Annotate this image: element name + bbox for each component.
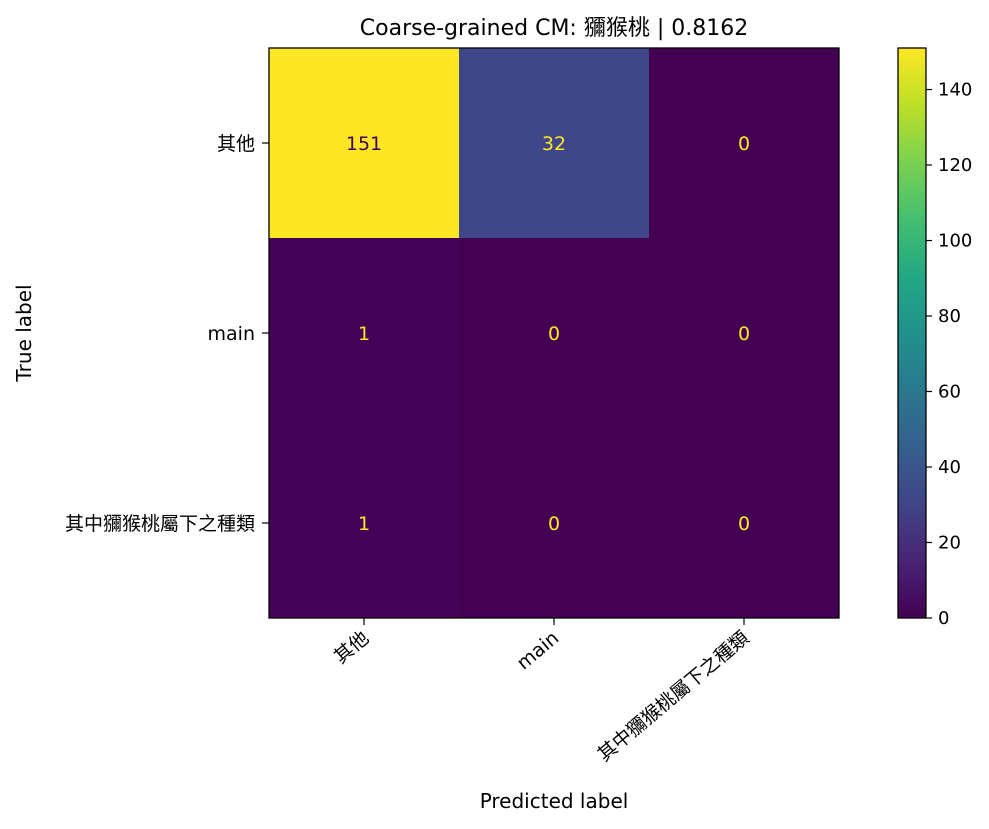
x-tick-label: main <box>513 627 564 674</box>
heatmap-cell <box>459 428 650 619</box>
cell-value-label: 1 <box>358 323 370 345</box>
colorbar-tick-label: 80 <box>938 306 961 327</box>
cell-value-label: 1 <box>358 513 370 535</box>
colorbar-tick-label: 100 <box>938 231 972 252</box>
x-axis-label: Predicted label <box>480 789 629 813</box>
y-tick-label: 其中獼猴桃屬下之種類 <box>65 513 255 535</box>
colorbar-tick-label: 0 <box>938 608 949 629</box>
heatmap-cell <box>649 428 840 619</box>
colorbar-tick-label: 120 <box>938 155 972 176</box>
heatmap-cells <box>269 48 840 619</box>
cell-value-label: 32 <box>542 133 566 155</box>
cell-value-label: 151 <box>346 133 382 155</box>
chart-title: Coarse-grained CM: 獼猴桃 | 0.8162 <box>360 16 748 41</box>
y-tick-label: main <box>208 323 255 345</box>
y-tick-label: 其他 <box>217 133 255 155</box>
colorbar-tick-label: 40 <box>938 457 961 478</box>
heatmap-cell <box>269 238 460 429</box>
cell-value-label: 0 <box>548 513 560 535</box>
cell-value-label: 0 <box>738 323 750 345</box>
x-axis-ticks: 其他 main 其中獼猴桃屬下之種類 <box>330 618 753 766</box>
cell-value-label: 0 <box>548 323 560 345</box>
heatmap-cell <box>459 238 650 429</box>
heatmap-cell <box>269 48 460 239</box>
heatmap-cell <box>649 238 840 429</box>
cell-value-label: 0 <box>738 133 750 155</box>
colorbar-tick-label: 60 <box>938 382 961 403</box>
y-axis-label: True label <box>12 284 36 382</box>
heatmap-cell <box>269 428 460 619</box>
cell-value-label: 0 <box>738 513 750 535</box>
colorbar-ticks: 0 20 40 60 80 100 120 140 <box>926 80 972 629</box>
heatmap-cell <box>649 48 840 239</box>
colorbar <box>897 47 927 619</box>
x-tick-label: 其中獼猴桃屬下之種類 <box>594 627 754 766</box>
heatmap-cell <box>459 48 650 239</box>
heatmap-cell-labels: 151 32 0 1 0 0 1 0 0 <box>346 133 750 535</box>
colorbar-tick-label: 140 <box>938 80 972 101</box>
colorbar-tick-label: 20 <box>938 533 961 554</box>
x-tick-label: 其他 <box>330 627 373 668</box>
y-axis-ticks: 其他 main 其中獼猴桃屬下之種類 <box>65 133 269 535</box>
